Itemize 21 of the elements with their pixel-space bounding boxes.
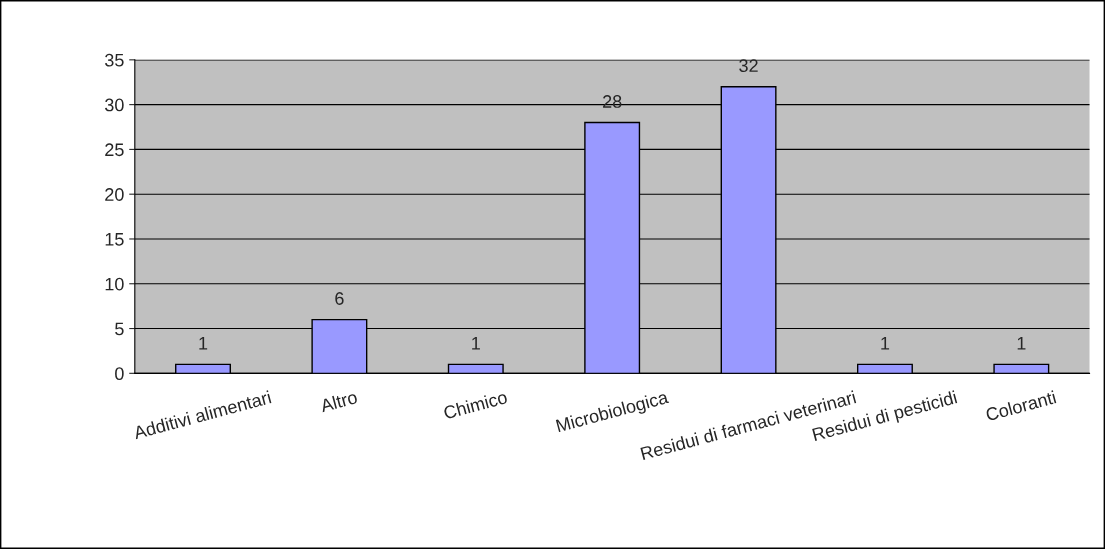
data-label: 1 xyxy=(1017,337,1026,350)
x-tick-label: Altro xyxy=(319,390,358,413)
data-label: 6 xyxy=(335,292,344,305)
y-tick-label: 5 xyxy=(115,322,124,336)
bar xyxy=(856,363,913,374)
data-label: 1 xyxy=(199,337,208,350)
bar xyxy=(447,363,504,374)
data-label: 32 xyxy=(739,59,758,73)
data-label: 1 xyxy=(881,337,890,350)
y-tick-label: 15 xyxy=(105,233,124,246)
bar xyxy=(175,363,231,374)
x-tick-label: Coloranti xyxy=(985,390,1057,422)
x-tick-label: Chimico xyxy=(442,390,508,420)
y-tick-label: 10 xyxy=(105,277,124,291)
y-tick-label: 0 xyxy=(115,367,124,381)
y-tick-label: 35 xyxy=(105,53,124,67)
y-tick-label: 20 xyxy=(105,188,124,201)
y-tick-label: 30 xyxy=(105,98,124,112)
bar xyxy=(993,363,1050,374)
y-tick-label: 25 xyxy=(105,143,124,157)
data-label: 1 xyxy=(472,337,480,350)
